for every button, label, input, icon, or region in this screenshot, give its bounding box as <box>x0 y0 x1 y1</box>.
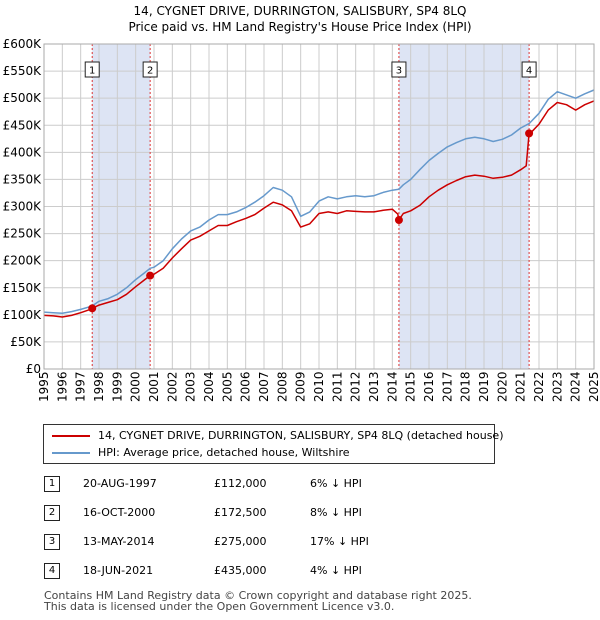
y-tick-label: £50K <box>10 335 42 349</box>
transaction-hpi-diff: 17% ↓ HPI <box>310 535 369 548</box>
sale-point <box>146 271 155 280</box>
x-tick-label: 1999 <box>110 371 124 402</box>
x-tick-label: 2013 <box>367 371 381 402</box>
transaction-hpi-diff: 8% ↓ HPI <box>310 506 362 519</box>
transaction-number: 2 <box>44 505 60 521</box>
y-tick-label: £300K <box>3 200 43 214</box>
transaction-number: 3 <box>44 534 60 550</box>
y-tick-label: £350K <box>3 172 43 186</box>
x-tick-label: 2022 <box>532 371 546 402</box>
x-tick-label: 2016 <box>422 371 436 402</box>
y-tick-label: £200K <box>3 254 43 268</box>
sale-number-box <box>391 61 407 78</box>
transaction-price: £112,000 <box>214 477 267 490</box>
footer-note: Contains HM Land Registry data © Crown c… <box>44 590 472 612</box>
y-tick-label: £150K <box>3 281 43 295</box>
sale-number-box <box>84 61 100 78</box>
y-tick-label: £550K <box>3 64 43 78</box>
x-tick-label: 1996 <box>55 371 69 402</box>
transaction-number: 1 <box>44 476 60 492</box>
y-tick-label: £0 <box>26 362 41 376</box>
sale-number-label: 4 <box>526 66 532 77</box>
x-tick-label: 2006 <box>239 371 253 402</box>
legend-item-property: 14, CYGNET DRIVE, DURRINGTON, SALISBURY,… <box>52 429 504 442</box>
transaction-number: 4 <box>44 563 60 579</box>
property-price-line <box>43 100 595 318</box>
y-tick-label: £100K <box>3 308 43 322</box>
sale-number-label: 3 <box>396 66 402 77</box>
transaction-price: £172,500 <box>214 506 267 519</box>
transactions-table: 1 20-AUG-1997 £112,000 6% ↓ HPI 2 16-OCT… <box>43 474 463 590</box>
x-tick-label: 2005 <box>220 371 234 402</box>
legend-label-hpi: HPI: Average price, detached house, Wilt… <box>98 446 350 459</box>
sale-number-label: 2 <box>147 66 153 77</box>
x-tick-label: 2021 <box>514 371 528 402</box>
transaction-date: 18-JUN-2021 <box>83 564 154 577</box>
x-tick-label: 2014 <box>385 371 399 402</box>
legend-item-hpi: HPI: Average price, detached house, Wilt… <box>52 446 350 459</box>
x-tick-label: 2017 <box>440 371 454 402</box>
transaction-date: 16-OCT-2000 <box>83 506 156 519</box>
x-tick-label: 2009 <box>294 371 308 402</box>
y-tick-label: £600K <box>3 37 43 51</box>
transaction-price: £435,000 <box>214 564 267 577</box>
price-chart: 1 2 3 4 £0 £50K £100K £150K £200K £250K £300K £350… <box>3 37 600 402</box>
x-tick-label: 2000 <box>129 371 143 402</box>
sale-point <box>394 216 403 225</box>
transaction-date: 20-AUG-1997 <box>83 477 157 490</box>
chart-subtitle: Price paid vs. HM Land Registry's House … <box>128 20 472 34</box>
sale-number-label: 1 <box>89 66 95 77</box>
hpi-line <box>43 89 595 314</box>
y-tick-label: £500K <box>3 91 43 105</box>
x-tick-label: 1995 <box>37 371 51 402</box>
legend-label-property: 14, CYGNET DRIVE, DURRINGTON, SALISBURY,… <box>98 429 504 442</box>
x-tick-label: 2011 <box>330 371 344 402</box>
x-tick-label: 1997 <box>74 371 88 402</box>
legend-swatch-property <box>52 435 90 437</box>
y-tick-label: £450K <box>3 118 43 132</box>
table-row: 4 18-JUN-2021 £435,000 4% ↓ HPI <box>43 561 463 590</box>
legend-swatch-hpi <box>52 452 90 454</box>
sale-number-box <box>142 61 158 78</box>
table-row: 1 20-AUG-1997 £112,000 6% ↓ HPI <box>43 474 463 503</box>
x-tick-label: 1998 <box>92 371 106 402</box>
y-tick-label: £250K <box>3 227 43 241</box>
plot-area-frame <box>43 43 595 370</box>
x-tick-label: 2023 <box>550 371 564 402</box>
x-tick-label: 2004 <box>202 371 216 402</box>
sale-point <box>525 129 534 138</box>
x-tick-label: 2007 <box>257 371 271 402</box>
transaction-hpi-diff: 6% ↓ HPI <box>310 477 362 490</box>
x-tick-label: 2010 <box>312 371 326 402</box>
table-row: 2 16-OCT-2000 £172,500 8% ↓ HPI <box>43 503 463 532</box>
chart-title-line1: 14, CYGNET DRIVE, DURRINGTON, SALISBURY,… <box>133 4 467 18</box>
x-tick-label: 2015 <box>404 371 418 402</box>
x-tick-label: 2018 <box>459 371 473 402</box>
x-tick-label: 2012 <box>349 371 363 402</box>
x-tick-label: 2025 <box>587 371 600 402</box>
x-tick-label: 2002 <box>165 371 179 402</box>
table-row: 3 13-MAY-2014 £275,000 17% ↓ HPI <box>43 532 463 561</box>
x-tick-label: 2020 <box>495 371 509 402</box>
x-tick-label: 2001 <box>147 371 161 402</box>
x-tick-label: 2024 <box>569 371 583 402</box>
sale-number-box <box>521 61 537 78</box>
footer-line2: This data is licensed under the Open Gov… <box>44 600 395 613</box>
chart-legend: 14, CYGNET DRIVE, DURRINGTON, SALISBURY,… <box>43 424 504 464</box>
y-tick-label: £400K <box>3 145 43 159</box>
x-tick-label: 2008 <box>275 371 289 402</box>
transaction-price: £275,000 <box>214 535 267 548</box>
transaction-date: 13-MAY-2014 <box>83 535 155 548</box>
x-tick-label: 2003 <box>184 371 198 402</box>
footer-line1: Contains HM Land Registry data © Crown c… <box>44 589 472 602</box>
x-tick-label: 2019 <box>477 371 491 402</box>
sale-point <box>88 304 97 313</box>
transaction-hpi-diff: 4% ↓ HPI <box>310 564 362 577</box>
